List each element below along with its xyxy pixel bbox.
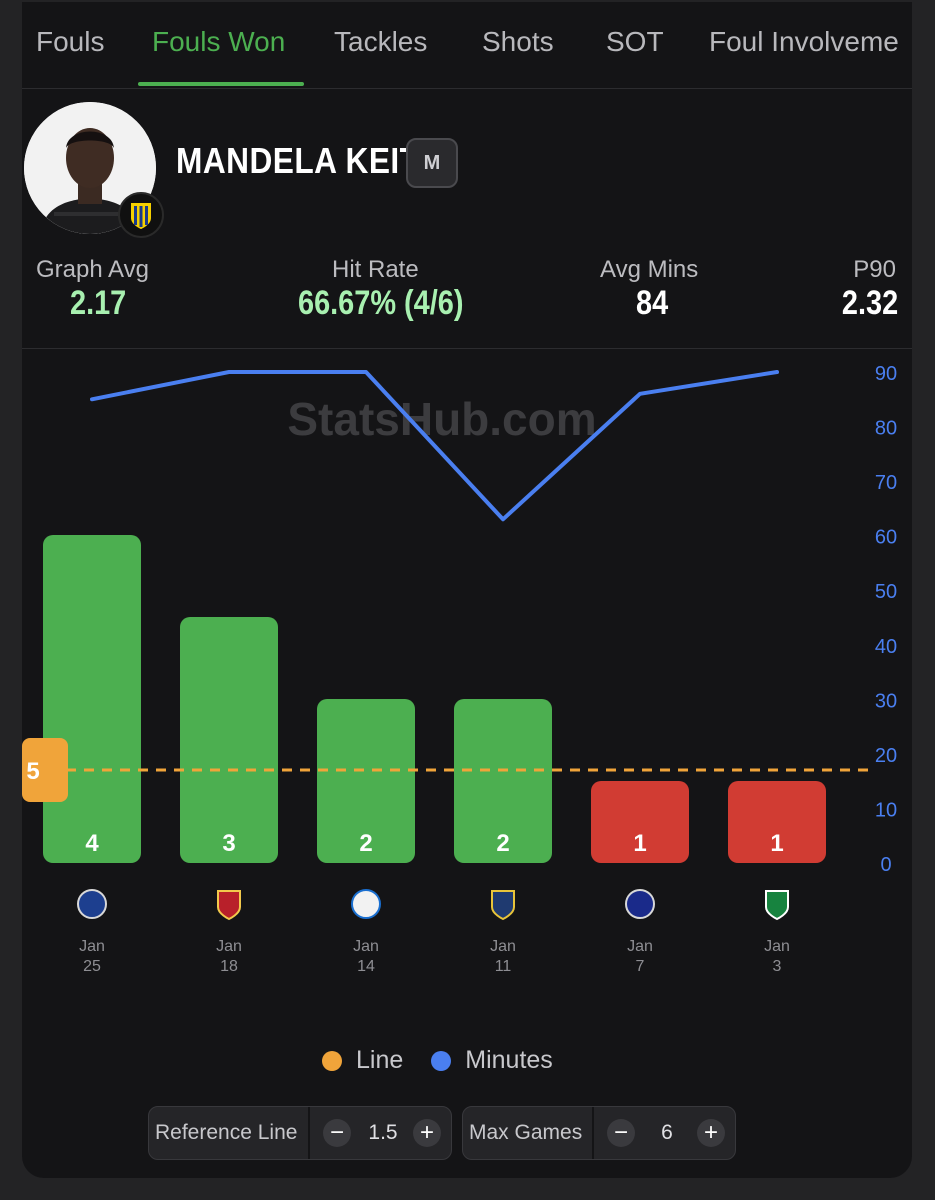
control-separator [592, 1107, 594, 1159]
date-day-label: 3 [773, 958, 782, 975]
date-month-label: Jan [79, 938, 105, 955]
minutes-axis-tick: 50 [875, 581, 897, 603]
bar-value-label: 2 [496, 830, 509, 857]
sassuolo-badge-icon [765, 890, 789, 921]
date-day-label: 11 [495, 958, 512, 975]
fouls-won-bar [180, 617, 278, 863]
graph-avg-label: Graph Avg [36, 256, 149, 283]
inter-badge-icon [625, 889, 655, 919]
reference-line-label: Reference Line [155, 1121, 298, 1144]
date-month-label: Jan [353, 938, 379, 955]
date-month-label: Jan [764, 938, 790, 955]
active-tab-indicator [138, 82, 304, 86]
minutes-axis-tick: 90 [875, 363, 897, 385]
minutes-axis-tick: 20 [875, 745, 897, 767]
max-games-control: Max Games − 6 + [462, 1106, 736, 1160]
tab-shots[interactable]: Shots [482, 26, 554, 57]
parma-club-badge [118, 192, 164, 238]
p90-label: P90 [853, 256, 896, 283]
legend-minutes-label: Minutes [465, 1046, 553, 1074]
reference-line-marker-label: 5 [26, 758, 39, 785]
date-day-label: 7 [636, 958, 645, 975]
player-avatar [24, 102, 156, 234]
max-games-label: Max Games [469, 1121, 583, 1144]
player-stats-card: Fouls Fouls Won Tackles Shots SOT Foul I… [22, 2, 912, 1178]
minutes-line [90, 370, 779, 522]
fouls-won-bar [454, 699, 552, 863]
tab-sot[interactable]: SOT [606, 26, 664, 57]
date-month-label: Jan [216, 938, 242, 955]
date-month-label: Jan [490, 938, 516, 955]
tab-fouls[interactable]: Fouls [36, 26, 105, 57]
stat-tabs: Fouls Fouls Won Tackles Shots SOT Foul I… [22, 2, 912, 89]
reference-line-minus-button[interactable]: − [323, 1119, 351, 1147]
minutes-axis-tick: 10 [875, 799, 897, 821]
minutes-axis-tick: 0 [880, 854, 891, 876]
max-games-value: 6 [661, 1121, 673, 1144]
minutes-axis-tick: 80 [875, 418, 897, 440]
bar-value-label: 2 [359, 830, 372, 857]
chart-legend: Line Minutes [322, 1046, 581, 1075]
max-games-minus-button[interactable]: − [607, 1119, 635, 1147]
reference-line-marker [22, 738, 68, 802]
genoa-badge-icon [217, 890, 241, 921]
graph-avg-value: 2.17 [70, 284, 127, 322]
fouls-won-bar [43, 535, 141, 863]
minutes-axis-tick: 60 [875, 527, 897, 549]
legend-line-label: Line [356, 1046, 404, 1074]
legend-line-dot [322, 1050, 342, 1071]
avg-mins-value: 84 [636, 284, 669, 322]
minutes-axis-tick: 30 [875, 690, 897, 712]
atalanta-badge-icon [77, 889, 107, 919]
hit-rate-value: 66.67% (4/6) [298, 284, 464, 322]
reference-line-value: 1.5 [368, 1121, 398, 1144]
date-day-label: 18 [220, 958, 238, 975]
bar-value-label: 3 [222, 830, 235, 857]
position-badge: M [406, 138, 458, 188]
reference-line-control: Reference Line − 1.5 + [148, 1106, 452, 1160]
tab-fouls-won[interactable]: Fouls Won [152, 26, 286, 57]
date-day-label: 14 [357, 958, 375, 975]
date-day-label: 25 [83, 958, 101, 975]
reference-line-plus-button[interactable]: + [413, 1119, 441, 1147]
napoli-badge-icon [351, 889, 381, 919]
minutes-axis-tick: 40 [875, 636, 897, 658]
p90-value: 2.32 [841, 284, 898, 322]
date-month-label: Jan [627, 938, 653, 955]
bar-value-label: 1 [633, 830, 646, 857]
hit-rate-label: Hit Rate [332, 256, 419, 283]
player-photo-icon [24, 102, 156, 234]
bar-value-label: 1 [770, 830, 783, 857]
fouls-won-bar [728, 781, 826, 863]
lecce-badge-icon [491, 890, 515, 921]
player-name: MANDELA KEITA [176, 140, 441, 181]
minutes-axis-tick: 70 [875, 472, 897, 494]
max-games-plus-button[interactable]: + [697, 1119, 725, 1147]
bar-value-label: 4 [85, 830, 99, 857]
fouls-won-bar [591, 781, 689, 863]
control-separator [308, 1107, 310, 1159]
tab-tackles[interactable]: Tackles [334, 26, 428, 57]
legend-minutes-dot [431, 1050, 452, 1071]
watermark: StatsHub.com [287, 393, 596, 445]
fouls-won-bar [317, 699, 415, 863]
stats-divider [22, 348, 912, 349]
club-crest-icon [131, 203, 151, 229]
avg-mins-label: Avg Mins [600, 256, 699, 283]
tab-foul-involvement[interactable]: Foul Involveme [709, 26, 899, 57]
